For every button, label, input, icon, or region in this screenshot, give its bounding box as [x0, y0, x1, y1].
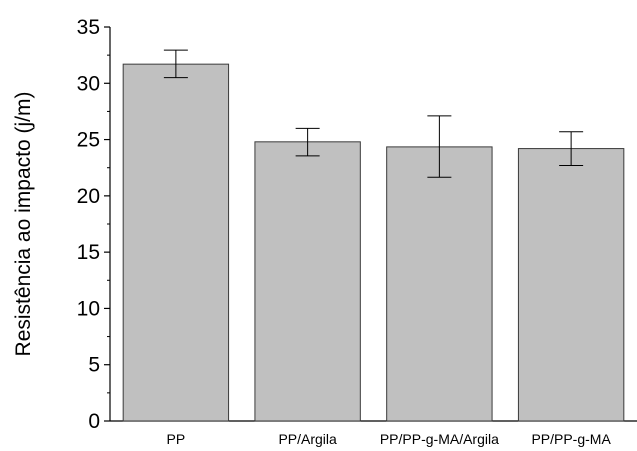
- x-category-label: PP/Argila: [278, 431, 337, 447]
- bar: [254, 141, 361, 422]
- y-tick-label: 15: [77, 241, 100, 264]
- x-category-label: PP: [167, 431, 186, 447]
- y-tick-label: 30: [77, 72, 100, 95]
- y-tick-label: 25: [77, 129, 100, 152]
- y-tick-label: 10: [77, 297, 100, 320]
- bars: [122, 63, 625, 422]
- x-category-label: PP/PP-g-MA: [531, 431, 611, 447]
- x-category-label: PP/PP-g-MA/Argila: [380, 431, 499, 447]
- y-tick-label: 5: [88, 354, 100, 377]
- y-tick-label: 0: [88, 410, 100, 433]
- axis-labels: 0 5 10 15 20 25 30 35 PP PP/Argila PP/PP-g-MA/Argi…: [77, 16, 612, 447]
- bar: [517, 148, 625, 422]
- bar: [122, 63, 230, 422]
- y-axis-title: Resistência ao impacto (j/m): [12, 92, 35, 357]
- error-bars: [163, 49, 584, 178]
- y-tick-label: 35: [77, 16, 100, 39]
- y-tick-label: 20: [77, 185, 100, 208]
- bar: [386, 146, 493, 422]
